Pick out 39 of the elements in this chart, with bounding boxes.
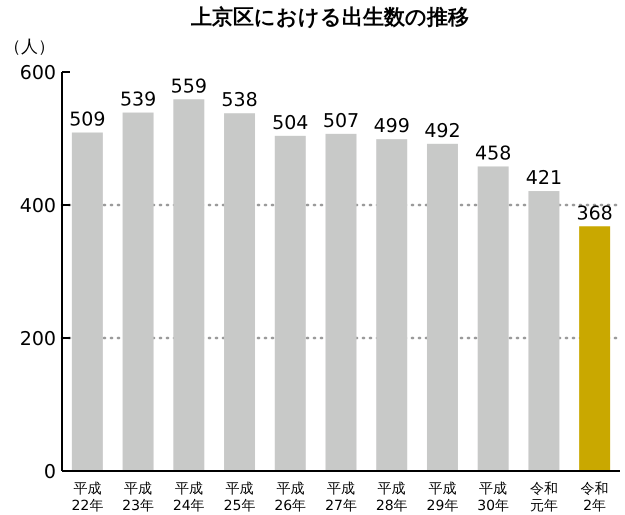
data-label: 539	[120, 88, 156, 111]
y-tick-label: 600	[20, 62, 56, 84]
bar	[528, 191, 560, 471]
bar	[478, 166, 509, 471]
data-label: 509	[69, 108, 106, 131]
bar	[326, 134, 356, 471]
x-tick-label: 平成28年	[376, 481, 408, 514]
data-label: 368	[576, 202, 613, 224]
y-tick-label: 400	[20, 195, 56, 217]
x-tick-label: 平成30年	[477, 481, 510, 514]
x-tick-label: 平成26年	[274, 481, 306, 514]
bar	[274, 136, 306, 471]
bar	[224, 113, 256, 471]
bar	[72, 132, 103, 471]
x-tick-label: 平成29年	[426, 481, 458, 514]
data-label: 538	[221, 89, 258, 112]
bar	[426, 144, 458, 471]
data-label: 504	[272, 112, 308, 134]
bar	[376, 139, 408, 471]
data-label: 559	[170, 75, 207, 98]
chart-title: 上京区における出生数の推移	[190, 5, 469, 29]
data-label: 499	[374, 115, 410, 138]
x-tick-label: 平成25年	[224, 481, 256, 514]
x-tick-label: 平成24年	[172, 481, 205, 514]
bar	[122, 112, 154, 471]
data-label: 492	[424, 120, 461, 142]
y-tick-label: 0	[44, 461, 56, 483]
data-label: 507	[322, 110, 360, 132]
y-axis-title: （人）	[4, 37, 55, 57]
x-tick-label: 平成22年	[71, 481, 104, 514]
x-tick-label: 令和元年	[530, 481, 558, 514]
x-tick-label: 平成27年	[325, 481, 357, 514]
x-tick-label: 令和2年	[580, 481, 609, 514]
bar	[579, 226, 610, 471]
data-label: 458	[475, 142, 512, 164]
data-label: 421	[526, 167, 562, 190]
x-tick-label: 平成23年	[122, 481, 154, 514]
bar	[173, 99, 204, 471]
y-tick-label: 200	[20, 328, 56, 350]
